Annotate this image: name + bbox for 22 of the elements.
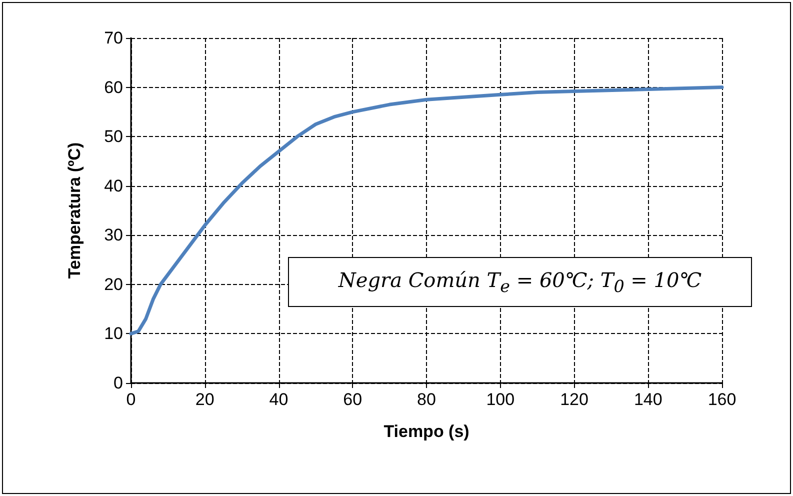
y-tick-label: 40 <box>104 176 123 196</box>
annotation: Negra Común T$_{e}$ = 60℃; T$_{0}$ = 10℃ <box>338 268 702 296</box>
x-tick-label: 60 <box>343 390 362 409</box>
y-tick-label: 20 <box>104 274 123 294</box>
x-tick-label: 160 <box>708 390 736 409</box>
x-tick-label: 40 <box>269 390 288 409</box>
x-tick-label: 20 <box>195 390 214 409</box>
text-box: Negra Común T$_{e}$ = 60℃; T$_{0}$ = 10℃ <box>288 257 752 307</box>
y-tick-label: 50 <box>104 127 123 146</box>
y-tick-label: 10 <box>104 324 123 344</box>
y-axis-title: Temperatura (ºC) <box>65 142 84 279</box>
x-tick-label: 0 <box>126 390 136 409</box>
x-tick-label: 100 <box>486 390 515 409</box>
y-tick-label: 60 <box>104 78 123 97</box>
y-tick-label: 0 <box>114 374 123 392</box>
x-axis-title: Tiempo (s) <box>384 422 470 441</box>
x-tick-label: 140 <box>634 390 662 409</box>
y-tick-label: 70 <box>104 28 123 48</box>
x-tick-label: 80 <box>417 390 436 409</box>
x-tick-label: 120 <box>560 390 588 409</box>
y-tick-label: 30 <box>104 226 123 245</box>
line-series <box>129 86 724 336</box>
